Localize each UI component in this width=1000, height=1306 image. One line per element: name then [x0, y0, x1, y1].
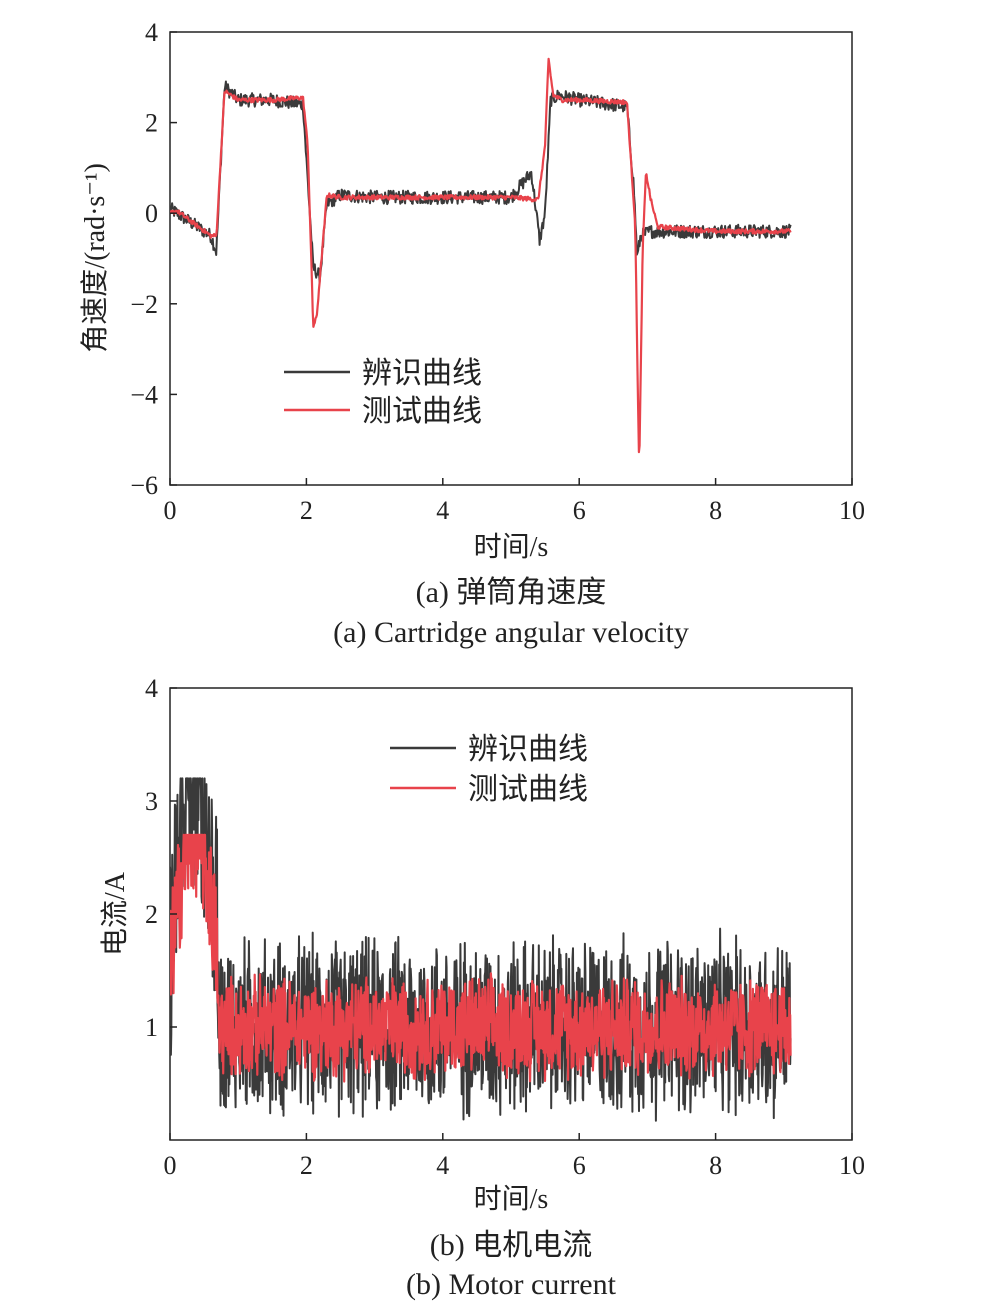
- y-tick-label-a-4: −4: [130, 380, 158, 409]
- y-tick-label-a-1: 2: [145, 109, 158, 138]
- y-tick-label-a-5: −6: [130, 471, 158, 500]
- caption-cn-b: (b) 电机电流: [430, 1229, 592, 1262]
- legend-a: 辨识曲线 测试曲线: [284, 357, 482, 428]
- x-tick-label-a-0: 0: [164, 496, 177, 525]
- caption-cn-a: (a) 弹筒角速度: [416, 576, 607, 609]
- series-lines-b: [170, 777, 792, 1122]
- x-tick-label-b-4: 8: [709, 1151, 722, 1180]
- legend-b: 辨识曲线 测试曲线: [384, 728, 604, 810]
- caption-en-b: (b) Motor current: [406, 1268, 617, 1301]
- series-line-b-measured: [170, 833, 792, 1083]
- y-tick-label-b-1: 3: [145, 787, 158, 816]
- series-line-b-identified: [170, 777, 792, 1122]
- x-tick-label-a-3: 6: [573, 496, 586, 525]
- x-tick-label-a-1: 2: [300, 496, 313, 525]
- chart-motor-current: 0 2 4 6 8 10 4 3 2 1 时间/s 电流/A 辨识曲线 测试曲线 (b) 电机电流…: [99, 674, 865, 1301]
- x-axis-label-a: 时间/s: [474, 531, 549, 563]
- x-tick-label-b-2: 4: [436, 1151, 449, 1180]
- ticks-b: 0 2 4 6 8 10 4 3 2 1: [145, 674, 865, 1180]
- x-tick-label-b-1: 2: [300, 1151, 313, 1180]
- y-axis-label-b: 电流/A: [99, 871, 131, 956]
- ticks-a: 0 2 4 6 8 10 4 2 0 −2 −4 −6: [130, 18, 865, 525]
- y-tick-label-b-0: 4: [145, 674, 158, 703]
- legend-label-measured-a: 测试曲线: [362, 395, 482, 428]
- legend-label-identified-b: 辨识曲线: [468, 733, 588, 766]
- chart-angular-velocity: 0 2 4 6 8 10 4 2 0 −2 −4 −6 时间/s 角速度/(rad·s⁻¹) 辨识曲线…: [79, 18, 865, 649]
- x-tick-label-a-4: 8: [709, 496, 722, 525]
- y-tick-label-a-0: 4: [145, 18, 158, 47]
- legend-bg-b: [384, 728, 604, 810]
- x-tick-label-b-5: 10: [839, 1151, 865, 1180]
- legend-label-measured-b: 测试曲线: [468, 773, 588, 806]
- series-line-a-measured: [170, 57, 792, 454]
- y-tick-label-b-2: 2: [145, 900, 158, 929]
- x-axis-label-b: 时间/s: [474, 1183, 549, 1215]
- y-tick-label-a-3: −2: [130, 290, 158, 319]
- x-tick-label-b-0: 0: [164, 1151, 177, 1180]
- series-line-a-identified: [170, 80, 792, 284]
- plot-area-a: [169, 31, 853, 486]
- x-tick-label-b-3: 6: [573, 1151, 586, 1180]
- series-lines-a: [170, 57, 792, 454]
- x-tick-label-a-5: 10: [839, 496, 865, 525]
- caption-en-a: (a) Cartridge angular velocity: [333, 616, 689, 649]
- y-axis-label-a: 角速度/(rad·s⁻¹): [79, 163, 111, 353]
- x-tick-label-a-2: 4: [436, 496, 449, 525]
- y-tick-label-b-3: 1: [145, 1013, 158, 1042]
- y-tick-label-a-2: 0: [145, 199, 158, 228]
- legend-label-identified-a: 辨识曲线: [362, 357, 482, 390]
